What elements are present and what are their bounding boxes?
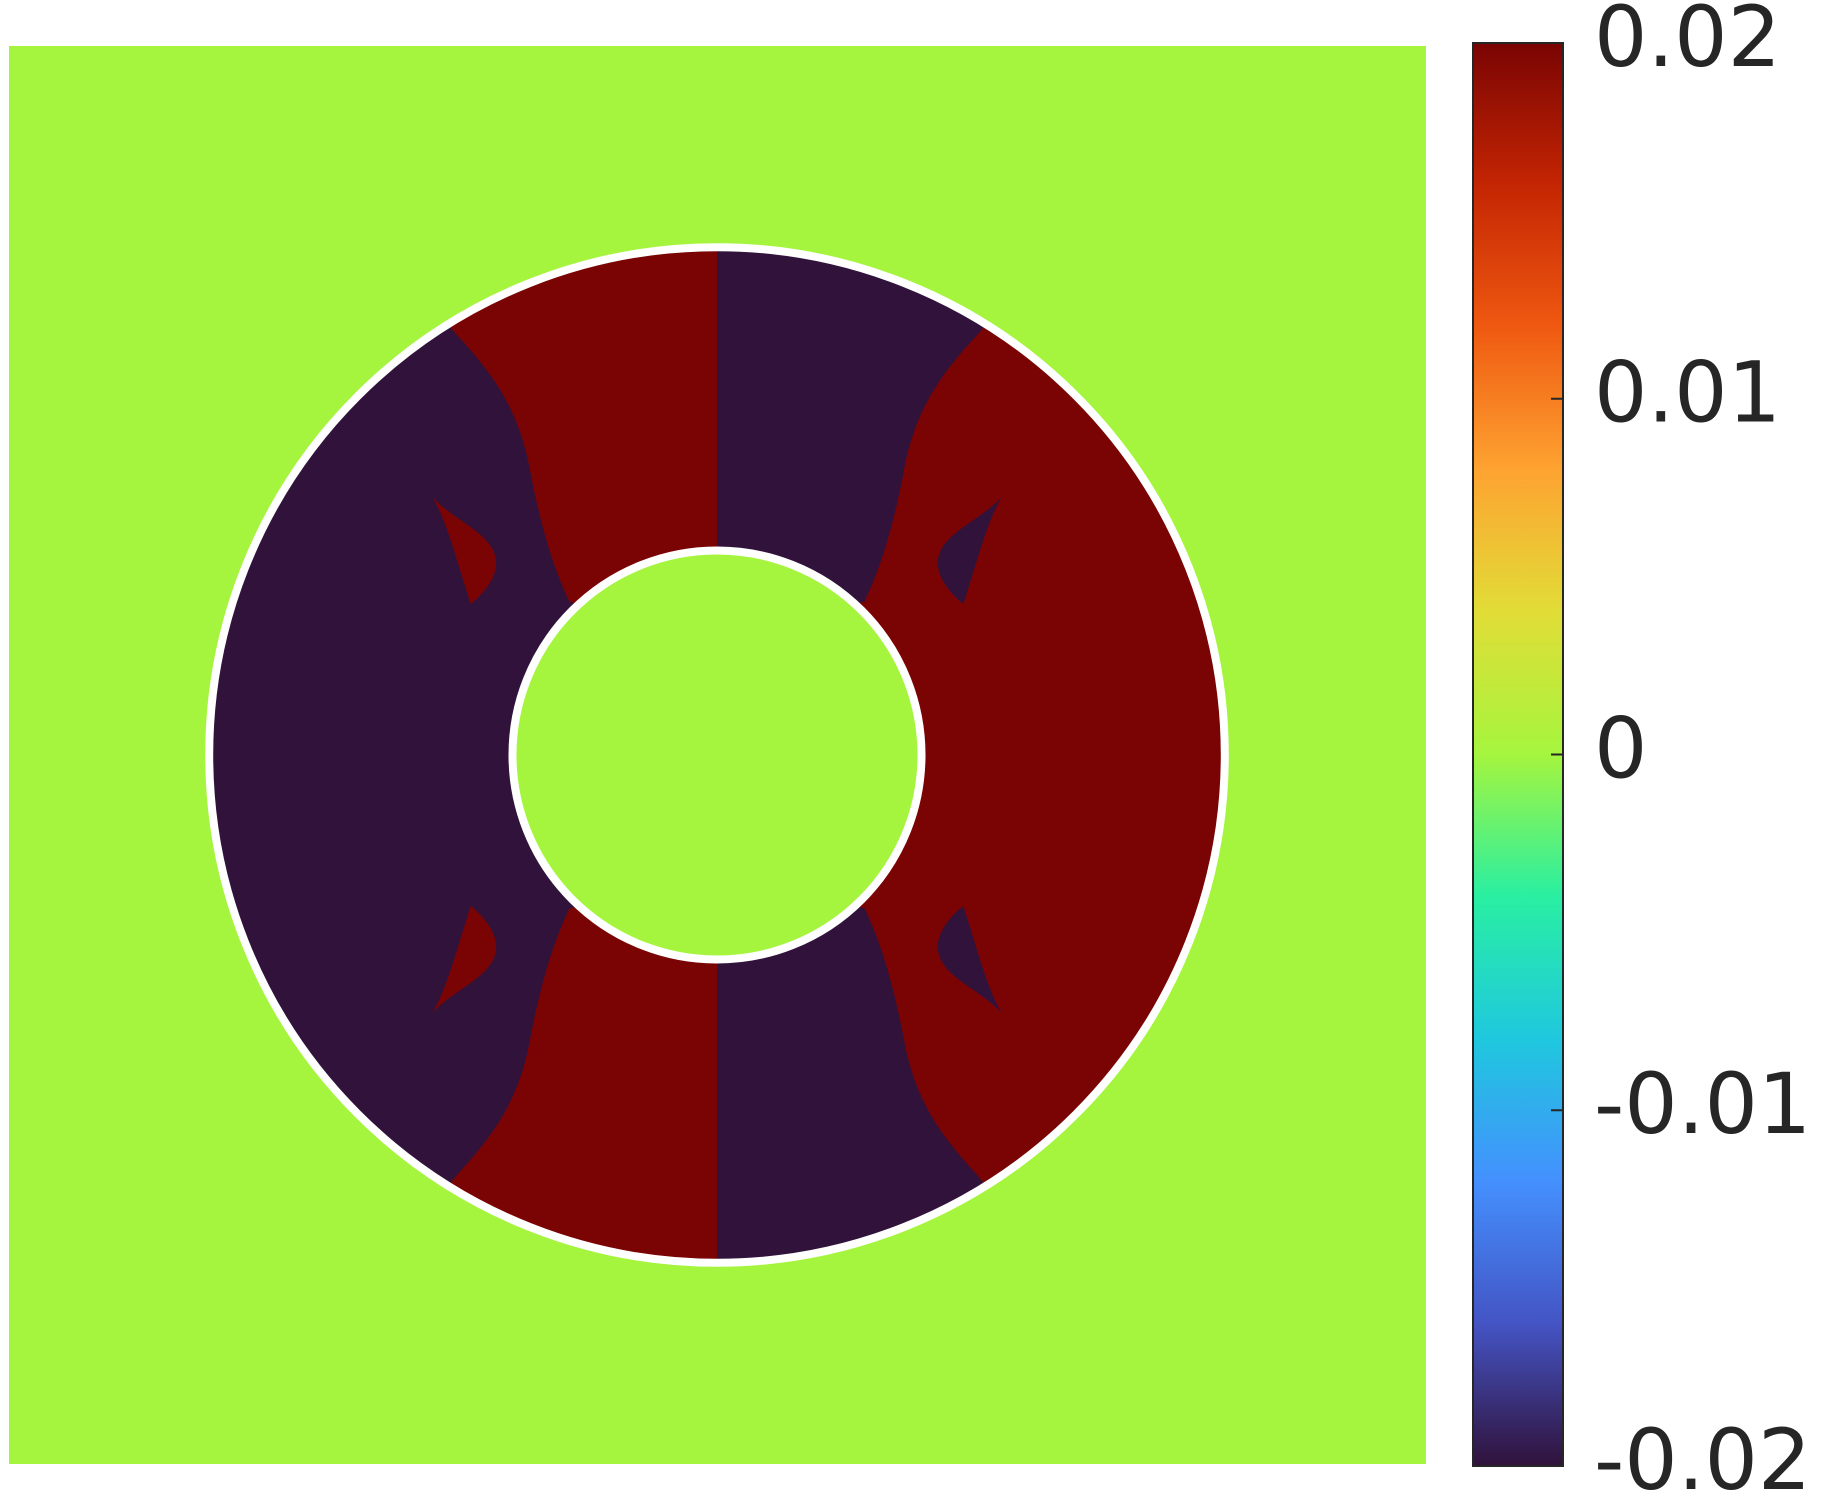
island-low — [937, 497, 1002, 604]
colorbar-tick-label: 0.01 — [1594, 344, 1781, 442]
inner-disk — [512, 550, 922, 960]
colorbar-tick-label: -0.02 — [1594, 1411, 1811, 1507]
island-low — [937, 906, 1002, 1013]
lobe-low — [717, 247, 1031, 639]
inner-boundary — [508, 546, 926, 964]
island-high — [432, 906, 497, 1013]
colorbar-tick-label: 0 — [1594, 699, 1647, 797]
outer-boundary — [205, 243, 1229, 1267]
island-high — [432, 497, 497, 604]
colorbar-tick-label: -0.01 — [1594, 1055, 1811, 1153]
colorbar-tick-label: 0.02 — [1594, 0, 1781, 86]
lobe-low — [717, 871, 1031, 1263]
colorbar — [1472, 42, 1564, 1467]
lobe-high — [403, 871, 717, 1263]
field — [9, 46, 1426, 1464]
lobe-high — [403, 247, 717, 639]
